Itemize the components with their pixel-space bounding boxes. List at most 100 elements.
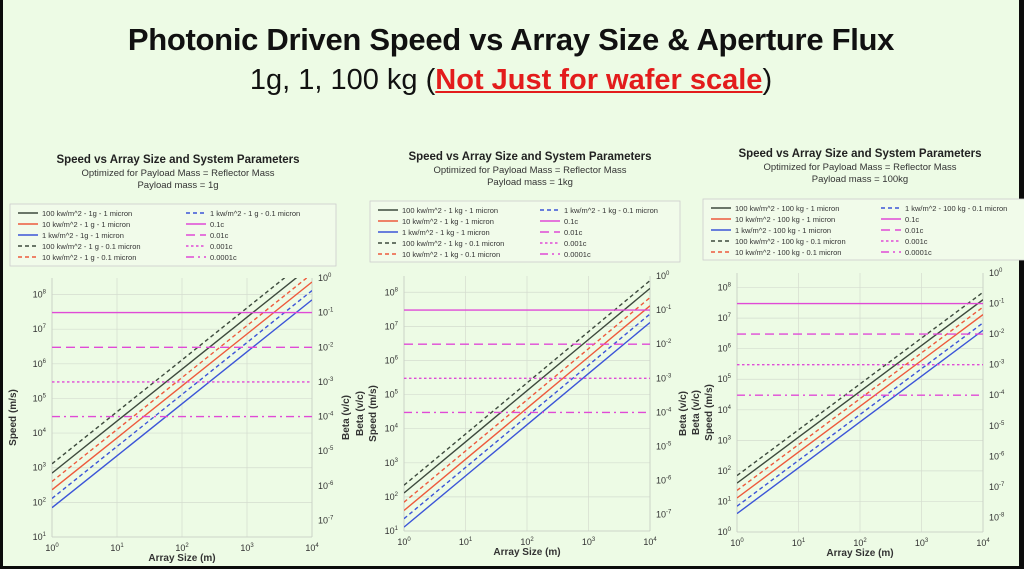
- legend-label: 100 kw/m^2 - 1g - 1 micron: [42, 209, 132, 218]
- chart-subtitle: Optimized for Payload Mass = Reflector M…: [764, 162, 957, 173]
- y-tick-label: 104: [718, 405, 732, 415]
- grid: [736, 273, 984, 533]
- legend-label: 1 kw/m^2 - 1 g - 0.1 micron: [210, 209, 300, 218]
- grid: [403, 276, 651, 532]
- legend-item: 0.1c: [186, 220, 224, 229]
- y-right-tick-label: 10-1: [989, 299, 1005, 309]
- legend-label: 100 kw/m^2 - 1 kg - 0.1 micron: [402, 239, 504, 248]
- y-tick-label: 107: [385, 321, 399, 331]
- y-right-tick-label: 10-2: [656, 339, 672, 349]
- y-right-tick-label: 10-7: [318, 515, 334, 525]
- y-right-tick-label: 10-4: [989, 390, 1005, 400]
- series-line: [52, 278, 298, 474]
- x-axis-label: Array Size (m): [826, 548, 893, 559]
- chart-title: Speed vs Array Size and System Parameter…: [408, 151, 651, 163]
- y-tick-label: 108: [33, 290, 47, 300]
- subtitle-prefix: 1g, 1, 100 kg (: [249, 64, 436, 96]
- y-right-tick-label: 10-6: [989, 451, 1005, 461]
- y-right-tick-label: 100: [656, 271, 670, 281]
- legend-item: 1 kw/m^2 - 1 kg - 1 micron: [378, 228, 490, 237]
- series-group: [737, 291, 983, 515]
- chart-title: Speed vs Array Size and System Parameter…: [738, 148, 981, 160]
- y-right-tick-label: 10-1: [318, 308, 334, 318]
- legend-label: 0.0001c: [564, 250, 591, 259]
- x-tick-label: 104: [643, 537, 657, 547]
- x-tick-label: 100: [730, 538, 744, 548]
- slide-subtitle: 1g, 1, 100 kg (Not Just for wafer scale): [3, 64, 1019, 97]
- x-tick-label: 103: [240, 543, 254, 553]
- series-line: [404, 297, 650, 503]
- legend-label: 10 kw/m^2 - 1 kg - 1 micron: [402, 217, 494, 226]
- legend-label: 0.1c: [210, 220, 224, 229]
- legend-label: 0.1c: [905, 215, 919, 224]
- legend-item: 0.0001c: [186, 253, 237, 262]
- legend-item: 100 kw/m^2 - 1 g - 0.1 micron: [18, 242, 141, 251]
- legend-label: 10 kw/m^2 - 1 kg - 0.1 micron: [402, 250, 500, 259]
- y-tick-label: 105: [385, 390, 399, 400]
- series-line: [52, 281, 312, 491]
- y-tick-label: 108: [718, 283, 732, 293]
- subtitle-highlight: Not Just for wafer scale: [435, 64, 763, 96]
- legend-item: 0.1c: [881, 215, 919, 224]
- x-tick-label: 102: [520, 537, 534, 547]
- legend-item: 1 kw/m^2 - 1 g - 0.1 micron: [186, 209, 300, 218]
- y-tick-label: 107: [33, 324, 47, 334]
- legend-label: 1 kw/m^2 - 100 kg - 0.1 micron: [905, 204, 1007, 213]
- legend-label: 0.01c: [905, 226, 924, 235]
- chart-subtitle: Payload mass = 1g: [137, 180, 218, 191]
- legend-item: 1 kw/m^2 - 100 kg - 0.1 micron: [881, 204, 1007, 213]
- legend-item: 0.01c: [540, 228, 583, 237]
- legend-label: 1 kw/m^2 - 1 kg - 0.1 micron: [564, 206, 658, 215]
- legend-item: 10 kw/m^2 - 1 g - 0.1 micron: [18, 253, 136, 262]
- y-right-tick-label: 10-6: [656, 476, 672, 486]
- x-axis-label: Array Size (m): [148, 553, 215, 564]
- legend-label: 10 kw/m^2 - 100 kg - 0.1 micron: [735, 248, 841, 257]
- y-tick-label: 101: [718, 496, 732, 506]
- legend-label: 1 kw/m^2 - 100 kg - 1 micron: [735, 226, 831, 235]
- series-line: [404, 287, 650, 494]
- legend-label: 100 kw/m^2 - 1 kg - 1 micron: [402, 206, 498, 215]
- legend-item: 10 kw/m^2 - 100 kg - 0.1 micron: [711, 248, 841, 257]
- y-tick-label: 108: [385, 287, 399, 297]
- series-line: [404, 313, 650, 520]
- x-tick-label: 104: [305, 543, 319, 553]
- y-right-tick-label: 10-7: [656, 510, 672, 520]
- chart-subtitle: Optimized for Payload Mass = Reflector M…: [434, 165, 627, 176]
- y-tick-label: 106: [385, 355, 399, 365]
- legend-label: 1 kw/m^2 - 1 kg - 1 micron: [402, 228, 490, 237]
- legend-label: 0.01c: [210, 231, 229, 240]
- slide: Photonic Driven Speed vs Array Size & Ap…: [3, 0, 1019, 566]
- x-tick-label: 101: [792, 538, 806, 548]
- y-tick-label: 100: [718, 527, 732, 537]
- x-tick-label: 101: [110, 543, 124, 553]
- legend-label: 0.1c: [564, 217, 578, 226]
- legend: 100 kw/m^2 - 100 kg - 1 micron 10 kw/m^2 …: [702, 198, 1024, 261]
- x-tick-label: 101: [459, 537, 473, 547]
- y-right-tick-label: 100: [318, 273, 332, 283]
- y-tick-label: 106: [718, 344, 732, 354]
- legend-item: 100 kw/m^2 - 1 kg - 0.1 micron: [378, 239, 504, 248]
- y-tick-label: 107: [718, 313, 732, 323]
- y-right-tick-label: 100: [989, 268, 1003, 278]
- grid: [51, 278, 313, 538]
- y-tick-label: 104: [385, 424, 399, 434]
- x-tick-label: 103: [915, 538, 929, 548]
- y-tick-label: 103: [718, 435, 732, 445]
- slide-title: Photonic Driven Speed vs Array Size & Ap…: [127, 22, 895, 57]
- series-line: [737, 299, 983, 484]
- y-tick-label: 103: [385, 458, 399, 468]
- series-line: [52, 299, 312, 509]
- series-line: [737, 329, 983, 515]
- series-line: [404, 321, 650, 528]
- y-axis-label: Speed (m/s): [368, 385, 379, 442]
- y-right-tick-label: 10-1: [656, 305, 672, 315]
- chart-subtitle: Payload mass = 100kg: [812, 174, 908, 185]
- y-tick-label: 102: [33, 497, 47, 507]
- x-tick-label: 100: [45, 543, 59, 553]
- legend-item: 0.0001c: [540, 250, 591, 259]
- y-tick-label: 104: [33, 428, 47, 438]
- x-tick-label: 102: [175, 543, 189, 553]
- legend-item: 10 kw/m^2 - 1 kg - 1 micron: [378, 217, 494, 226]
- legend-label: 100 kw/m^2 - 100 kg - 0.1 micron: [735, 237, 846, 246]
- y-axis-label: Speed (m/s): [8, 389, 19, 446]
